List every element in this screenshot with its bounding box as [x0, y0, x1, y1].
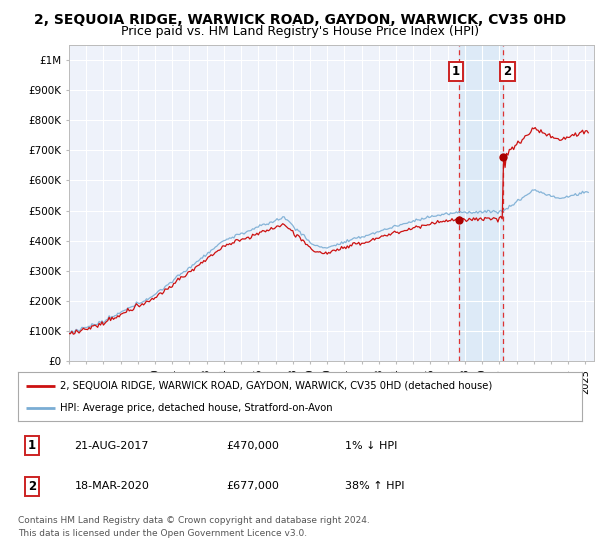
Text: 1% ↓ HPI: 1% ↓ HPI [345, 441, 397, 451]
Text: £677,000: £677,000 [227, 482, 280, 491]
Text: Price paid vs. HM Land Registry's House Price Index (HPI): Price paid vs. HM Land Registry's House … [121, 25, 479, 38]
Text: 2: 2 [503, 65, 511, 78]
Text: HPI: Average price, detached house, Stratford-on-Avon: HPI: Average price, detached house, Stra… [60, 403, 333, 413]
Text: 18-MAR-2020: 18-MAR-2020 [74, 482, 149, 491]
Text: 2, SEQUOIA RIDGE, WARWICK ROAD, GAYDON, WARWICK, CV35 0HD: 2, SEQUOIA RIDGE, WARWICK ROAD, GAYDON, … [34, 13, 566, 27]
Text: 38% ↑ HPI: 38% ↑ HPI [345, 482, 404, 491]
Text: 1: 1 [28, 439, 36, 452]
Bar [459, 45, 503, 361]
Text: 2: 2 [28, 480, 36, 493]
Text: 1: 1 [452, 65, 460, 78]
Text: Contains HM Land Registry data © Crown copyright and database right 2024.: Contains HM Land Registry data © Crown c… [18, 516, 370, 525]
Text: 2, SEQUOIA RIDGE, WARWICK ROAD, GAYDON, WARWICK, CV35 0HD (detached house): 2, SEQUOIA RIDGE, WARWICK ROAD, GAYDON, … [60, 381, 493, 390]
Text: 21-AUG-2017: 21-AUG-2017 [74, 441, 149, 451]
Text: £470,000: £470,000 [227, 441, 280, 451]
Text: This data is licensed under the Open Government Licence v3.0.: This data is licensed under the Open Gov… [18, 529, 307, 538]
